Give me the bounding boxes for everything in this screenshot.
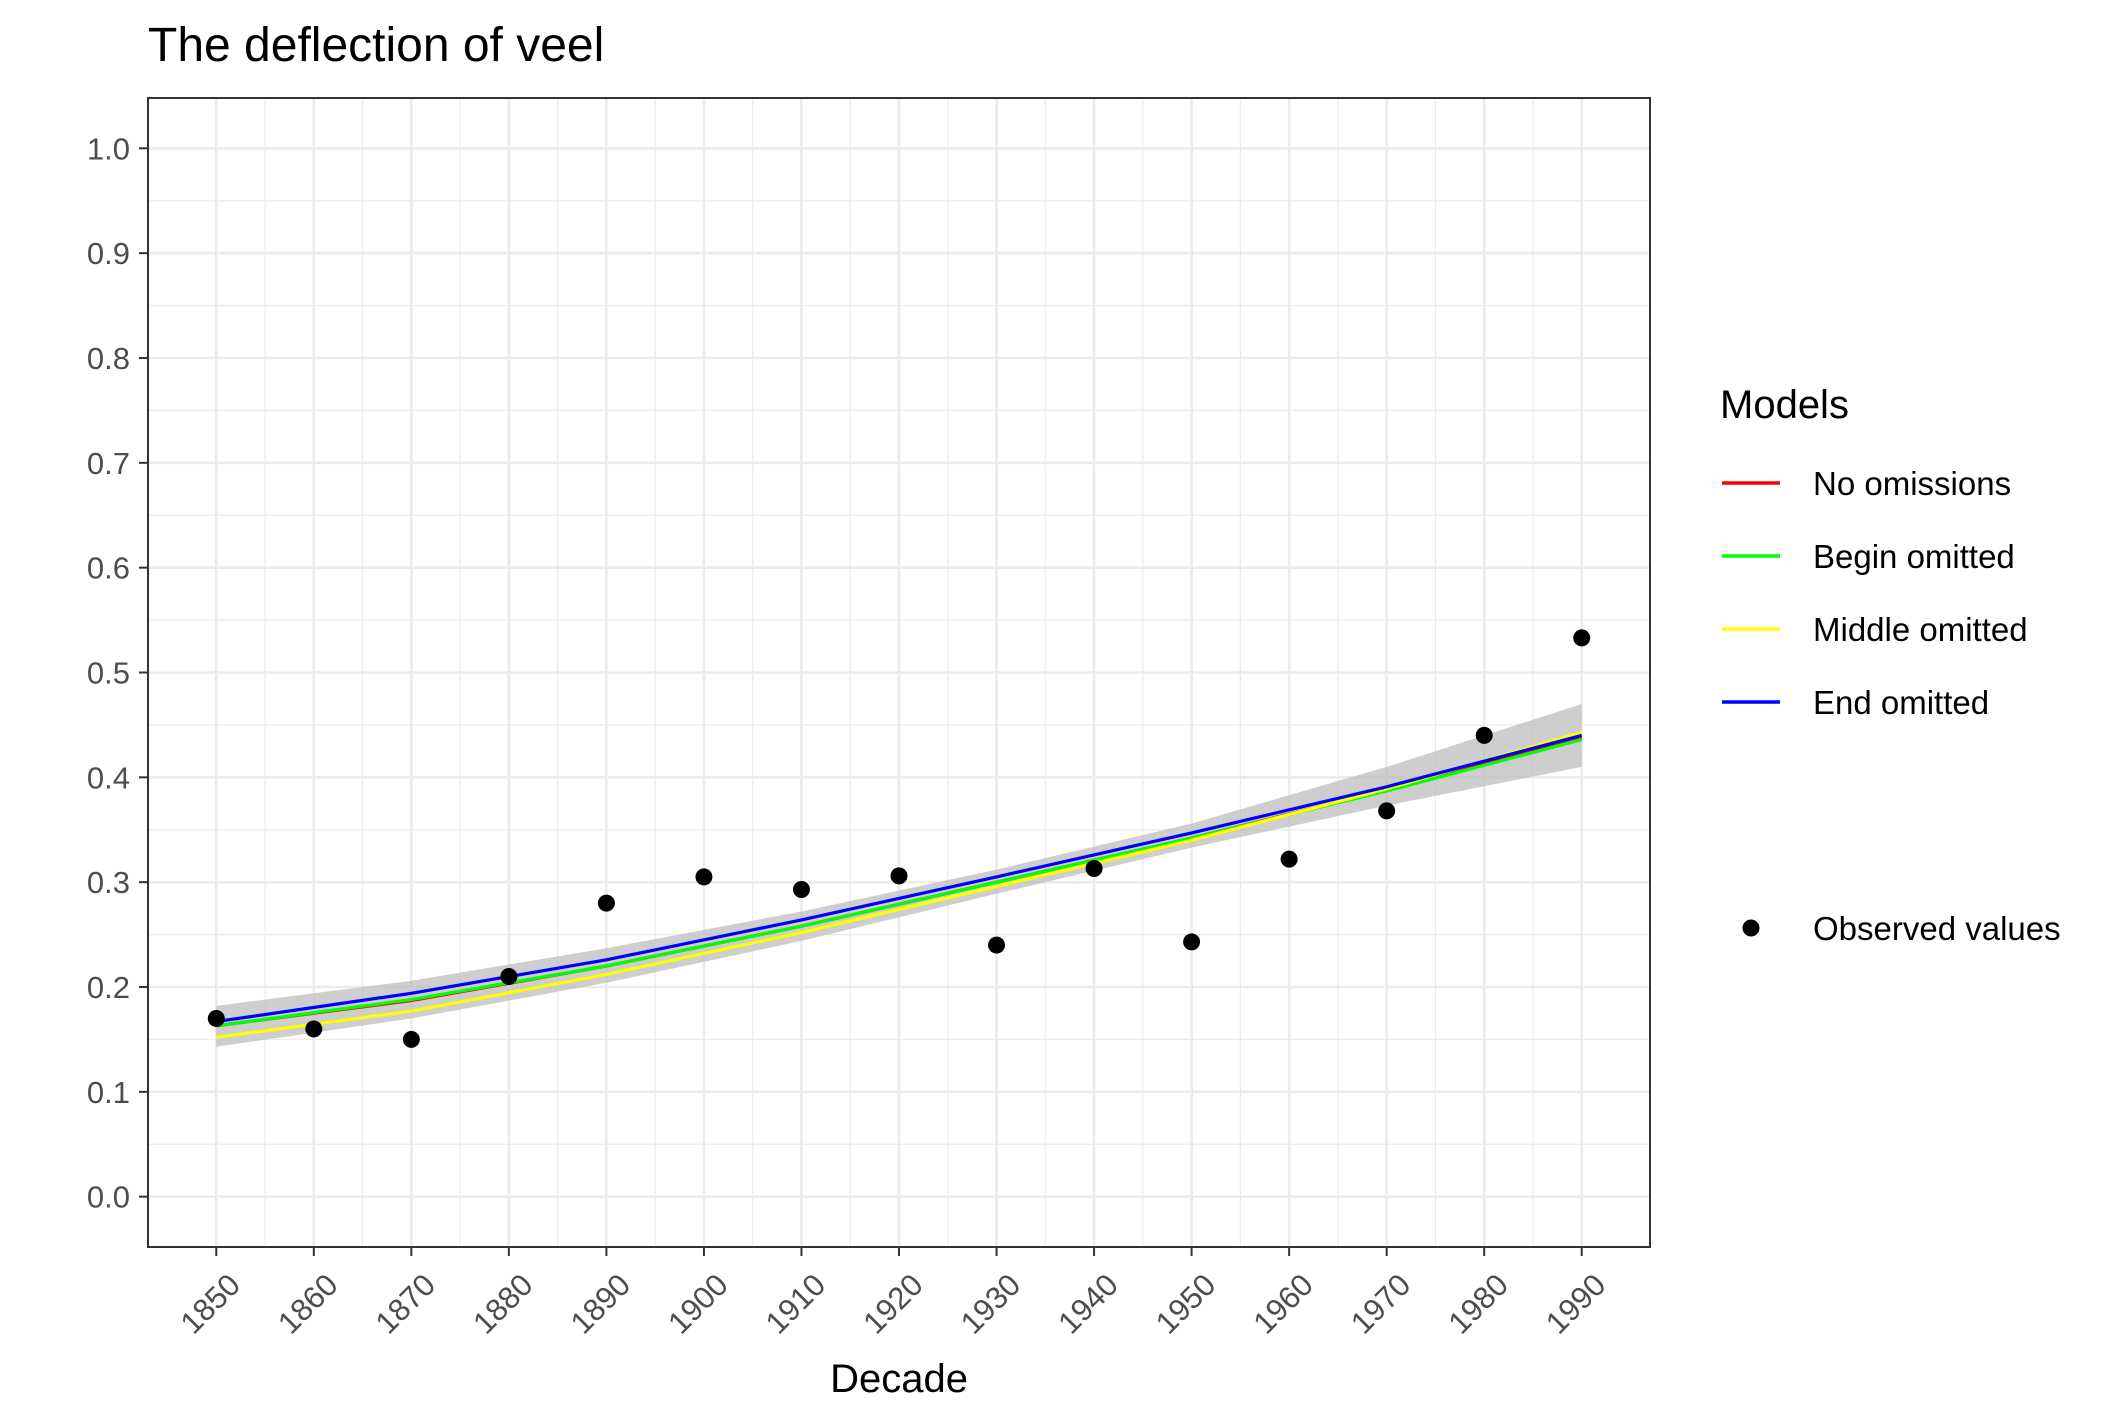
legend-label: Begin omitted <box>1813 538 2015 575</box>
legend: No omissions Begin omitted Middle omitted E… <box>1722 465 2061 947</box>
observed-point <box>500 968 518 986</box>
observed-point <box>988 936 1006 954</box>
confidence-band-layer <box>216 704 1582 1047</box>
y-tick-label: 0.1 <box>87 1075 130 1110</box>
y-tick-label: 0.6 <box>87 551 130 586</box>
observed-point <box>1280 850 1298 868</box>
observed-point <box>1573 629 1591 647</box>
observed-point <box>1085 860 1103 878</box>
legend-label: End omitted <box>1813 684 1989 721</box>
legend-label: Middle omitted <box>1813 611 2028 648</box>
chart-title: The deflection of veel <box>148 19 604 72</box>
observed-point <box>1475 726 1493 744</box>
observed-point <box>1183 933 1201 951</box>
series-line-end-omitted <box>216 733 1583 1024</box>
y-tick-label: 1.0 <box>87 131 130 166</box>
major-gridlines <box>148 98 1650 1247</box>
y-tick-label: 0.7 <box>87 446 130 481</box>
y-tick-label: 0.9 <box>87 236 130 271</box>
legend-label: Observed values <box>1813 910 2061 947</box>
observed-point <box>1378 802 1396 820</box>
y-axis: 0.0 0.1 0.2 0.3 0.4 0.5 0.6 0.7 0.8 0.9 1.0 <box>87 131 148 1215</box>
y-tick-label: 0.3 <box>87 865 130 900</box>
observed-point <box>305 1020 323 1038</box>
y-tick-label: 0.4 <box>87 760 130 795</box>
legend-label: No omissions <box>1813 465 2011 502</box>
y-tick-label: 0.2 <box>87 970 130 1005</box>
observed-point <box>597 894 615 912</box>
observed-point <box>207 1009 225 1027</box>
x-axis-title: Decade <box>830 1357 968 1401</box>
observed-point <box>792 881 810 899</box>
legend-key-observed-values <box>1742 919 1760 937</box>
y-tick-label: 0.0 <box>87 1180 130 1215</box>
model-lines-layer <box>216 730 1583 1039</box>
y-tick-label: 0.8 <box>87 341 130 376</box>
confidence-band <box>216 704 1582 1047</box>
legend-title: Models <box>1720 383 1849 427</box>
series-line-middle-omitted <box>216 730 1583 1039</box>
observed-point <box>402 1030 420 1048</box>
observed-point <box>695 868 713 886</box>
observed-points-layer <box>207 629 1591 1048</box>
observed-point <box>890 867 908 885</box>
y-tick-label: 0.5 <box>87 656 130 691</box>
